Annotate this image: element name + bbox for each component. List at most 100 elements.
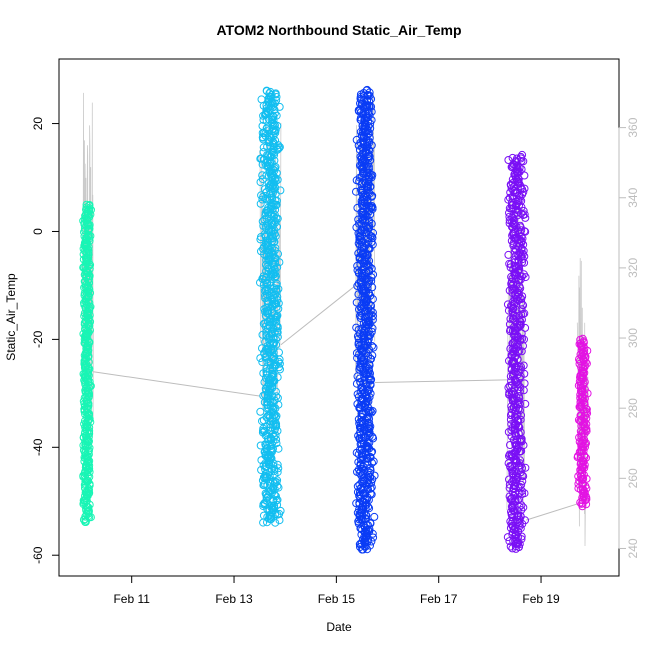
data-point bbox=[358, 545, 366, 554]
y-tick-label: 0 bbox=[31, 228, 45, 235]
data-point bbox=[271, 184, 280, 193]
data-point bbox=[275, 143, 284, 152]
data-point bbox=[360, 473, 369, 482]
data-point bbox=[519, 386, 528, 395]
data-point bbox=[506, 263, 515, 272]
data-point bbox=[260, 500, 269, 509]
data-point bbox=[357, 186, 365, 194]
data-point bbox=[354, 249, 363, 258]
data-point bbox=[267, 272, 276, 281]
data-point bbox=[369, 457, 378, 466]
data-point bbox=[516, 192, 525, 201]
data-point bbox=[80, 220, 89, 229]
data-point bbox=[364, 321, 372, 330]
y-axis: 20 0 -20 -40 -60 bbox=[31, 117, 60, 564]
data-point bbox=[355, 423, 364, 432]
data-point bbox=[273, 495, 282, 504]
series-0 bbox=[79, 200, 95, 526]
data-point bbox=[352, 323, 361, 332]
chart-title: ATOM2 Northbound Static_Air_Temp bbox=[216, 22, 461, 38]
data-point bbox=[256, 354, 265, 363]
data-point bbox=[259, 480, 268, 489]
data-point bbox=[518, 487, 526, 495]
data-point bbox=[259, 143, 268, 152]
data-point bbox=[357, 95, 366, 104]
data-point bbox=[355, 515, 364, 524]
data-point bbox=[271, 313, 280, 322]
data-point bbox=[503, 533, 512, 542]
data-point bbox=[511, 544, 520, 553]
data-point bbox=[365, 133, 374, 142]
data-point bbox=[355, 469, 364, 478]
data-point bbox=[275, 359, 284, 368]
y2-tick-label: 320 bbox=[626, 258, 640, 278]
data-point bbox=[370, 512, 379, 521]
data-point bbox=[274, 483, 283, 492]
data-point bbox=[270, 479, 279, 488]
data-point bbox=[363, 457, 372, 466]
x-axis-label: Date bbox=[326, 620, 352, 634]
data-point bbox=[516, 456, 525, 465]
data-point bbox=[262, 490, 271, 499]
data-point bbox=[260, 250, 269, 259]
data-point bbox=[81, 515, 90, 524]
data-point bbox=[368, 458, 376, 467]
data-point bbox=[518, 519, 527, 528]
data-point bbox=[259, 115, 268, 124]
data-point bbox=[507, 377, 516, 385]
data-point bbox=[356, 404, 365, 413]
x-axis: Feb 11 Feb 13 Feb 15 Feb 17 Feb 19 bbox=[113, 575, 560, 606]
data-point bbox=[256, 407, 265, 416]
data-point bbox=[272, 303, 281, 311]
data-point bbox=[512, 446, 521, 455]
x-tick-label: Feb 15 bbox=[318, 592, 356, 606]
data-point bbox=[518, 471, 527, 480]
data-point bbox=[269, 238, 278, 247]
data-point bbox=[582, 427, 591, 436]
data-point bbox=[263, 243, 272, 252]
plot-frame bbox=[58, 58, 620, 577]
y-tick-label: -60 bbox=[31, 546, 45, 564]
y-tick-label: -20 bbox=[31, 330, 45, 348]
data-point bbox=[504, 306, 513, 315]
data-point bbox=[355, 419, 364, 428]
data-point bbox=[521, 463, 530, 472]
data-point bbox=[507, 411, 515, 420]
data-point bbox=[367, 95, 376, 104]
y2-tick-label: 280 bbox=[626, 398, 640, 418]
data-point bbox=[258, 358, 267, 367]
data-point bbox=[352, 187, 360, 196]
data-point bbox=[509, 312, 518, 320]
x-tick-label: Feb 17 bbox=[420, 592, 458, 606]
data-point bbox=[263, 263, 272, 271]
data-point bbox=[360, 538, 369, 547]
data-point bbox=[518, 255, 527, 264]
data-point bbox=[263, 518, 271, 527]
data-point bbox=[515, 447, 524, 456]
data-point bbox=[513, 322, 522, 331]
series-1 bbox=[256, 86, 285, 527]
data-point bbox=[356, 440, 365, 449]
data-point bbox=[85, 423, 94, 432]
data-point bbox=[258, 160, 267, 169]
data-point bbox=[517, 347, 526, 356]
y2-tick-label: 340 bbox=[626, 187, 640, 207]
data-point bbox=[356, 241, 364, 250]
data-point bbox=[257, 456, 266, 465]
y2-tick-label: 300 bbox=[626, 328, 640, 348]
data-point bbox=[364, 327, 373, 336]
y2-tick-label: 360 bbox=[626, 117, 640, 137]
data-point bbox=[271, 272, 280, 281]
x-tick-label: Feb 19 bbox=[522, 592, 560, 606]
data-point bbox=[84, 226, 93, 235]
data-point bbox=[512, 205, 521, 214]
data-point bbox=[517, 305, 526, 314]
data-point bbox=[368, 447, 377, 456]
data-point bbox=[354, 519, 363, 528]
data-point bbox=[504, 156, 513, 164]
data-point bbox=[519, 301, 528, 310]
data-point bbox=[269, 126, 278, 135]
data-point bbox=[264, 138, 273, 146]
data-point bbox=[578, 369, 587, 378]
data-point bbox=[268, 302, 277, 311]
